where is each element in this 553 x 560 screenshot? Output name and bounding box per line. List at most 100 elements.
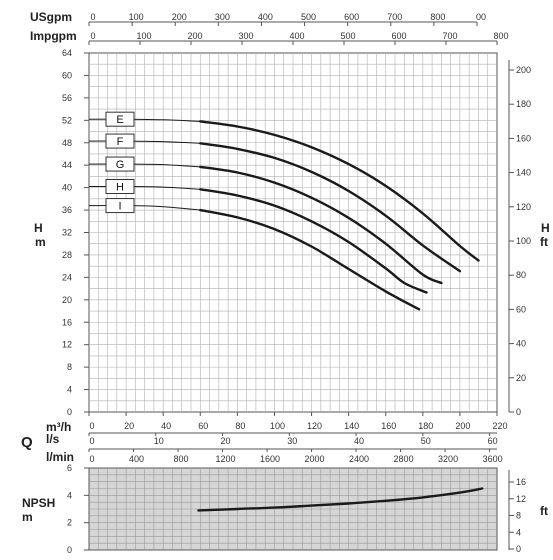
curve-label-box-e (105, 111, 135, 127)
usgpm-tick-label: 800 (430, 12, 445, 22)
impgpm-tick-label: 800 (493, 31, 508, 41)
head-y-tick-label: 32 (62, 228, 72, 238)
head-right-tick-label: 60 (516, 304, 526, 314)
head-y-tick-label: 8 (67, 362, 72, 372)
head-right-tick-label: 200 (516, 65, 531, 75)
npsh-right-tick-label: 0 (516, 544, 521, 554)
m3h-tick-label: 160 (381, 421, 396, 431)
usgpm-tick-label: 300 (215, 12, 230, 22)
head-right-tick-label: 100 (516, 236, 531, 246)
head-curve-h (199, 188, 428, 294)
npsh-y-tick-label: 2 (67, 518, 72, 528)
impgpm-tick-label: 300 (238, 31, 253, 41)
impgpm-tick-label: 200 (187, 31, 202, 41)
ls-tick-label: 10 (154, 436, 164, 446)
head-curve-e (199, 120, 480, 262)
npsh-right-tick-label: 12 (516, 494, 526, 504)
head-y-tick-label: 56 (62, 93, 72, 103)
head-y-tick-label: 0 (67, 407, 72, 417)
npsh-y-tick-label: 0 (67, 545, 72, 555)
m3h-tick-label: 180 (418, 421, 433, 431)
lmin-tick-label: 2800 (394, 454, 414, 464)
m3h-tick-label: 20 (124, 421, 134, 431)
usgpm-axis-label: USgpm (30, 10, 72, 24)
lmin-tick-label: 400 (129, 454, 144, 464)
curve-label-i: I (118, 201, 121, 213)
npsh-right-tick-label: 4 (516, 527, 521, 537)
usgpm-tick-label: 600 (344, 12, 359, 22)
m3h-tick-label: 220 (492, 421, 507, 431)
head-y-tick-label: 64 (62, 48, 72, 58)
usgpm-tick-label: 700 (387, 12, 402, 22)
m3h-tick-label: 100 (270, 421, 285, 431)
head-y-tick-label: 24 (62, 272, 72, 282)
head-y-tick-label: 4 (67, 385, 72, 395)
lmin-tick-label: 2400 (349, 454, 369, 464)
m3h-tick-label: 80 (235, 421, 245, 431)
impgpm-tick-label: 700 (442, 31, 457, 41)
impgpm-tick-label: 600 (391, 31, 406, 41)
head-right-tick-label: 120 (516, 202, 531, 212)
usgpm-tick-label: 00 (476, 12, 486, 22)
head-y-tick-label: 12 (62, 340, 72, 350)
ls-axis-label: l/s (46, 432, 60, 446)
curve-label-g: G (116, 159, 125, 171)
head-curve-h-leader (88, 185, 201, 190)
impgpm-tick-label: 0 (90, 31, 95, 41)
ls-tick-label: 30 (287, 436, 297, 446)
impgpm-tick-label: 500 (340, 31, 355, 41)
head-curve-f-leader (88, 140, 201, 144)
head-y-tick-label: 48 (62, 138, 72, 148)
lmin-tick-label: 1600 (260, 454, 280, 464)
ls-tick-label: 0 (89, 436, 94, 446)
ls-tick-label: 60 (488, 436, 498, 446)
curve-label-h: H (116, 182, 124, 194)
usgpm-tick-label: 0 (90, 12, 95, 22)
head-y-tick-label: 20 (62, 295, 72, 305)
lmin-tick-label: 3600 (483, 454, 503, 464)
npsh-axis-unit-m: m (22, 510, 33, 524)
head-right-tick-label: 0 (516, 407, 521, 417)
npsh-right-tick-label: 8 (516, 511, 521, 521)
head-y-tick-label: 40 (62, 183, 72, 193)
npsh-curve (197, 487, 484, 512)
head-y-tick-label: 16 (62, 317, 72, 327)
lmin-axis-label: l/min (46, 450, 74, 464)
curve-label-box-f (105, 133, 135, 149)
head-y-tick-label: 36 (62, 205, 72, 215)
lmin-tick-label: 3200 (438, 454, 458, 464)
curve-label-e: E (116, 114, 123, 126)
curve-label-box-i (105, 198, 135, 214)
npsh-axis-label: NPSH (22, 496, 55, 510)
ls-tick-label: 40 (354, 436, 364, 446)
head-right-tick-label: 40 (516, 339, 526, 349)
m3h-tick-label: 200 (455, 421, 470, 431)
head-y-tick-label: 44 (62, 160, 72, 170)
m3h-tick-label: 120 (307, 421, 322, 431)
lmin-tick-label: 1200 (216, 454, 236, 464)
head-curve-e-leader (88, 118, 201, 122)
curve-label-f: F (117, 136, 124, 148)
impgpm-tick-label: 400 (289, 31, 304, 41)
npsh-right-tick-label: 16 (516, 477, 526, 487)
m3h-axis-label: m³/h (46, 420, 71, 434)
head-axis-label-h-right: H (541, 221, 550, 235)
head-right-tick-label: 80 (516, 270, 526, 280)
lmin-tick-label: 2000 (305, 454, 325, 464)
usgpm-tick-label: 200 (172, 12, 187, 22)
head-y-tick-label: 60 (62, 70, 72, 80)
impgpm-tick-label: 100 (136, 31, 151, 41)
usgpm-tick-label: 500 (301, 12, 316, 22)
curve-label-box-g (105, 156, 135, 172)
head-right-tick-label: 20 (516, 373, 526, 383)
head-curve-f (199, 142, 462, 273)
lmin-tick-label: 800 (174, 454, 189, 464)
impgpm-axis-label: Impgpm (30, 29, 77, 43)
head-right-tick-label: 160 (516, 133, 531, 143)
curve-label-box-h (105, 179, 135, 195)
head-curve-g-leader (88, 163, 201, 168)
m3h-tick-label: 40 (161, 421, 171, 431)
head-curve-i (199, 208, 421, 311)
